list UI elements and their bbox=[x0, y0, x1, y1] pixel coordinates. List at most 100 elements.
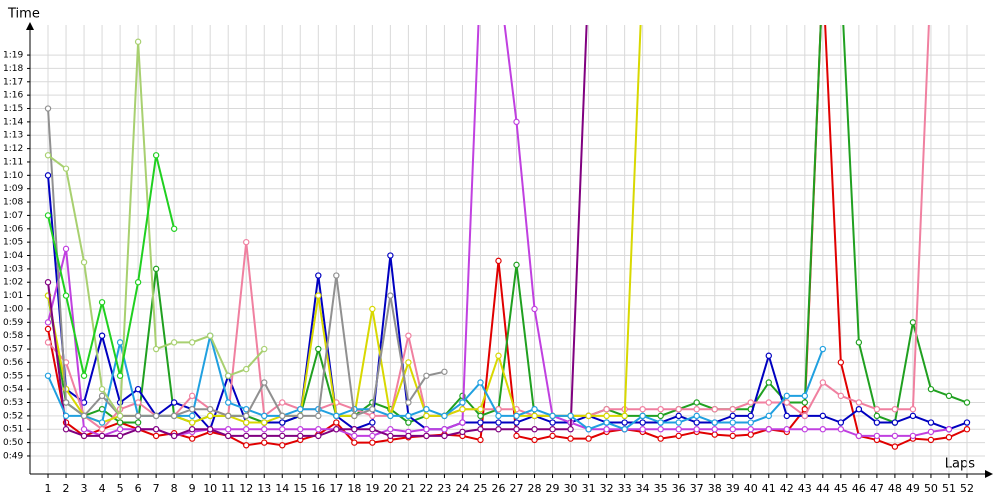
x-tick-label: 17 bbox=[329, 482, 343, 495]
point bbox=[873, 405, 881, 413]
point bbox=[945, 434, 953, 441]
x-tick-label: 45 bbox=[834, 482, 848, 495]
point bbox=[639, 412, 646, 420]
point bbox=[225, 426, 232, 433]
y-tick-label: 1:10 bbox=[3, 171, 23, 181]
point bbox=[423, 405, 430, 413]
y-tick-label: 0:52 bbox=[3, 411, 23, 421]
point bbox=[657, 419, 664, 426]
point bbox=[855, 432, 863, 440]
point bbox=[891, 419, 899, 426]
point bbox=[891, 443, 899, 450]
point bbox=[585, 435, 592, 442]
point bbox=[351, 439, 358, 446]
point bbox=[801, 412, 809, 420]
point bbox=[441, 432, 448, 440]
point bbox=[423, 432, 430, 440]
point bbox=[837, 426, 845, 433]
point bbox=[639, 405, 646, 413]
point bbox=[170, 412, 178, 420]
x-tick-label: 33 bbox=[618, 482, 632, 495]
point bbox=[134, 419, 142, 426]
point bbox=[477, 426, 484, 433]
point bbox=[333, 412, 340, 420]
point bbox=[152, 432, 160, 440]
x-tick-label: 13 bbox=[257, 482, 271, 495]
point bbox=[405, 359, 412, 366]
point bbox=[188, 419, 196, 426]
x-tick-label: 2 bbox=[63, 482, 70, 495]
point bbox=[855, 399, 863, 406]
point bbox=[747, 412, 754, 420]
y-tick-label: 1:16 bbox=[3, 91, 23, 101]
point bbox=[315, 345, 322, 353]
point bbox=[188, 412, 196, 420]
point bbox=[945, 426, 953, 433]
x-tick-label: 15 bbox=[293, 482, 307, 495]
x-tick-label: 50 bbox=[924, 482, 938, 495]
y-tick-label: 1:13 bbox=[3, 131, 23, 141]
point bbox=[405, 399, 412, 406]
point bbox=[62, 245, 70, 253]
point bbox=[477, 436, 484, 444]
point bbox=[549, 419, 556, 426]
y-tick-label: 1:03 bbox=[3, 264, 23, 274]
point bbox=[279, 419, 286, 426]
y-tick-label: 1:04 bbox=[3, 251, 23, 261]
point bbox=[188, 426, 196, 433]
point bbox=[225, 432, 232, 440]
point bbox=[243, 412, 250, 420]
point bbox=[243, 426, 250, 433]
y-tick-label: 1:05 bbox=[3, 238, 23, 248]
point bbox=[495, 352, 502, 359]
y-tick-label: 0:55 bbox=[3, 371, 23, 381]
point bbox=[819, 345, 827, 353]
x-tick-label: 29 bbox=[546, 482, 560, 495]
point bbox=[80, 412, 88, 420]
y-tick-label: 0:53 bbox=[3, 398, 23, 408]
point bbox=[351, 432, 358, 440]
x-tick-label: 1 bbox=[45, 482, 52, 495]
point bbox=[819, 412, 827, 420]
x-tick-label: 19 bbox=[365, 482, 379, 495]
point bbox=[531, 426, 538, 433]
point bbox=[873, 432, 881, 440]
point bbox=[333, 426, 340, 433]
point bbox=[603, 405, 610, 413]
series-line bbox=[47, 25, 968, 448]
y-tick-label: 0:51 bbox=[3, 425, 23, 435]
y-tick-label: 1:02 bbox=[3, 278, 23, 288]
point bbox=[567, 426, 574, 433]
point bbox=[477, 405, 484, 413]
point bbox=[279, 399, 286, 406]
point bbox=[62, 292, 70, 299]
point bbox=[369, 412, 376, 420]
y-tick-label: 1:00 bbox=[3, 304, 23, 314]
point bbox=[261, 419, 268, 426]
x-tick-label: 49 bbox=[906, 482, 920, 495]
point bbox=[44, 105, 52, 112]
point bbox=[891, 405, 899, 413]
point bbox=[387, 432, 394, 440]
point bbox=[170, 339, 178, 346]
point bbox=[369, 405, 376, 413]
point bbox=[44, 279, 52, 286]
point bbox=[909, 319, 917, 326]
point bbox=[783, 412, 790, 420]
x-tick-label: 41 bbox=[762, 482, 776, 495]
point bbox=[315, 292, 322, 299]
point bbox=[405, 332, 412, 339]
x-tick-label: 6 bbox=[135, 482, 142, 495]
point bbox=[351, 426, 358, 433]
x-tick-label: 44 bbox=[816, 482, 830, 495]
x-tick-label: 48 bbox=[888, 482, 902, 495]
point bbox=[261, 379, 268, 386]
point bbox=[657, 435, 664, 442]
y-tick-label: 1:15 bbox=[3, 104, 23, 114]
point bbox=[387, 412, 394, 420]
point bbox=[44, 152, 52, 159]
x-tick-label: 47 bbox=[870, 482, 884, 495]
x-tick-label: 31 bbox=[582, 482, 596, 495]
y-tick-label: 1:14 bbox=[3, 117, 23, 127]
point bbox=[765, 426, 772, 433]
